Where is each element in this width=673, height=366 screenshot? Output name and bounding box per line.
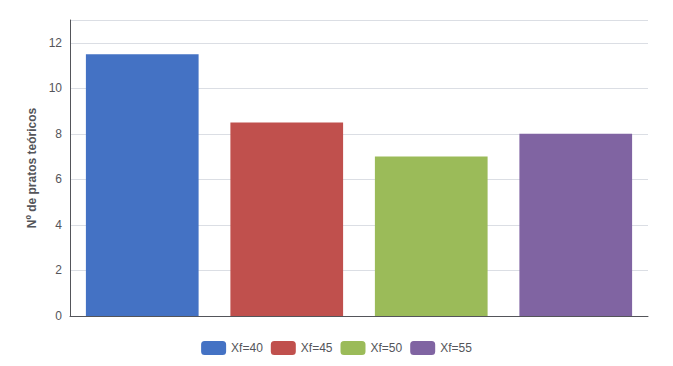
svg-text:Xf=50: Xf=50 xyxy=(371,341,403,355)
svg-text:10: 10 xyxy=(49,81,63,95)
svg-text:8: 8 xyxy=(55,127,62,141)
svg-text:0: 0 xyxy=(55,309,62,323)
svg-text:4: 4 xyxy=(55,218,62,232)
svg-text:6: 6 xyxy=(55,172,62,186)
svg-text:2: 2 xyxy=(55,263,62,277)
svg-text:Nº de pratos teóricos: Nº de pratos teóricos xyxy=(25,107,39,228)
svg-text:Xf=40: Xf=40 xyxy=(231,341,263,355)
svg-text:12: 12 xyxy=(49,36,63,50)
svg-text:Xf=45: Xf=45 xyxy=(301,341,333,355)
svg-text:Xf=55: Xf=55 xyxy=(440,341,472,355)
